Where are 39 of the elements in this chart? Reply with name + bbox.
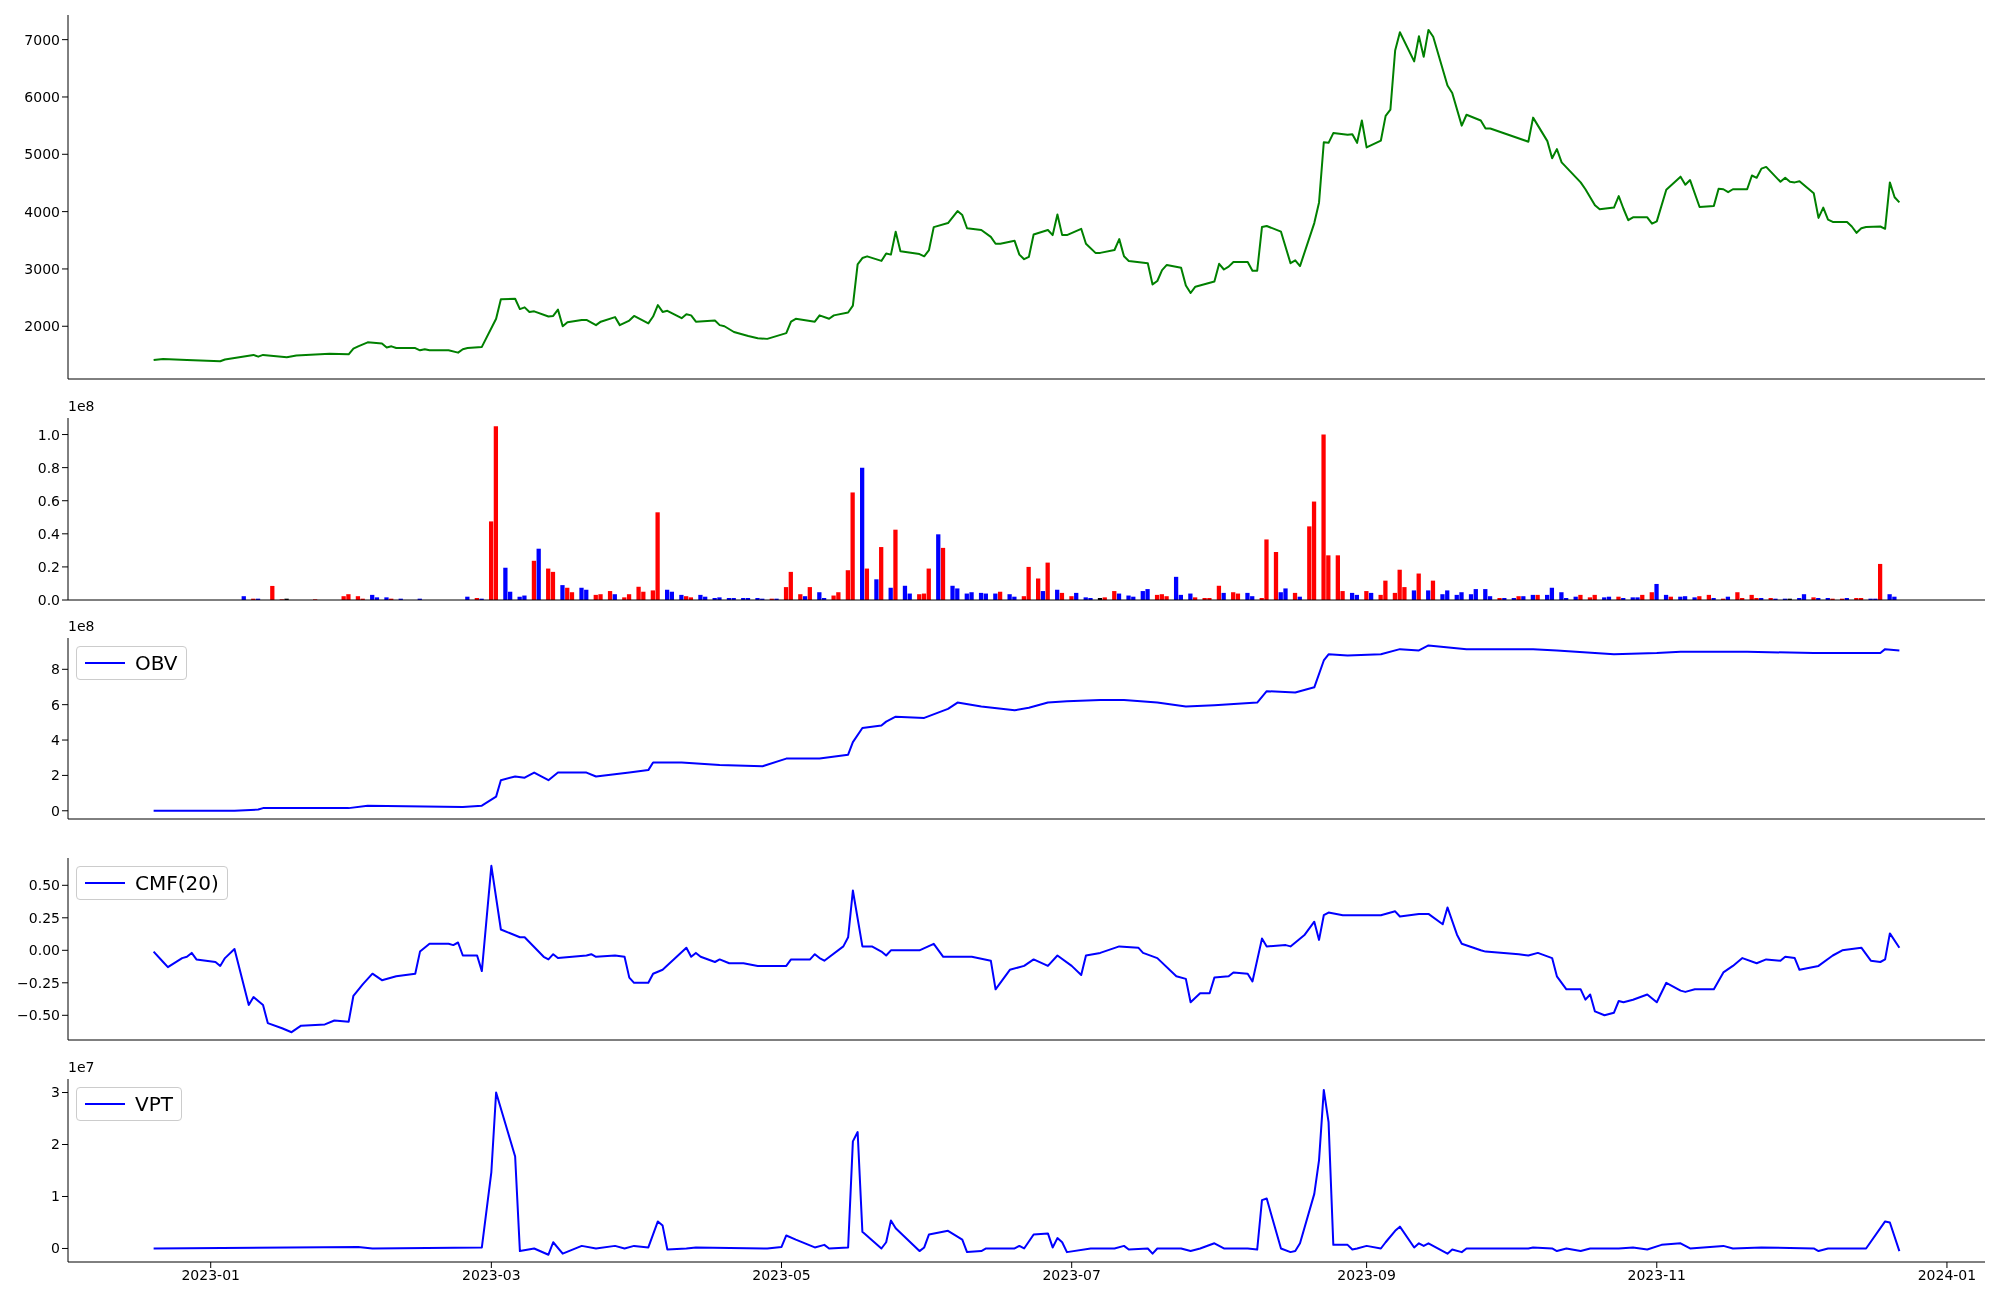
- y-tick-label: 2000: [24, 318, 60, 335]
- x-tick-label: 2023-05: [752, 1266, 811, 1283]
- text: 1e7: [68, 1059, 95, 1075]
- y-tick-label: 4: [51, 732, 61, 749]
- x-tick-label: 2023-07: [1042, 1266, 1101, 1283]
- x-tick-label: 2023-03: [462, 1266, 521, 1283]
- text: 1e8: [68, 618, 95, 634]
- x-tick-label: 2023-11: [1627, 1266, 1687, 1283]
- y-tick-label: 8: [51, 661, 60, 678]
- text: 1e8: [68, 398, 95, 414]
- x-tick-label: 2023-01: [181, 1266, 240, 1283]
- y-tick-label: 4000: [24, 203, 60, 220]
- y-tick-label: −0.25: [17, 974, 60, 991]
- y-tick-label: 0.00: [28, 942, 60, 959]
- legend-label: CMF(20): [135, 871, 219, 895]
- x-tick-label: 2024-01: [1917, 1266, 1977, 1283]
- y-tick-label: 0.25: [28, 909, 60, 926]
- y-tick-label: 1: [51, 1188, 60, 1205]
- y-tick-label: 6000: [24, 88, 60, 105]
- y-tick-label: 0: [51, 1240, 60, 1257]
- y-tick-label: 2: [51, 767, 60, 784]
- y-tick-label: 0.8: [37, 459, 60, 476]
- y-tick-label: 0: [51, 802, 60, 819]
- y-tick-label: 0.4: [37, 525, 61, 542]
- y-tick-label: 3000: [24, 260, 60, 277]
- y-tick-label: 0.50: [28, 877, 60, 894]
- legend-label: VPT: [135, 1092, 173, 1116]
- y-tick-label: 6: [51, 696, 61, 713]
- y-tick-label: 5000: [24, 146, 60, 163]
- y-tick-label: 7000: [24, 31, 60, 48]
- y-tick-label: 0.0: [37, 591, 60, 608]
- x-tick-label: 2023-09: [1337, 1266, 1396, 1283]
- y-tick-label: −0.50: [17, 1007, 60, 1024]
- y-tick-label: 1.0: [37, 426, 60, 443]
- y-tick-label: 0.6: [37, 492, 61, 509]
- y-tick-label: 2: [51, 1136, 60, 1153]
- legend-label: OBV: [135, 651, 178, 675]
- y-tick-label: 3: [51, 1084, 60, 1101]
- y-tick-label: 0.2: [37, 558, 60, 575]
